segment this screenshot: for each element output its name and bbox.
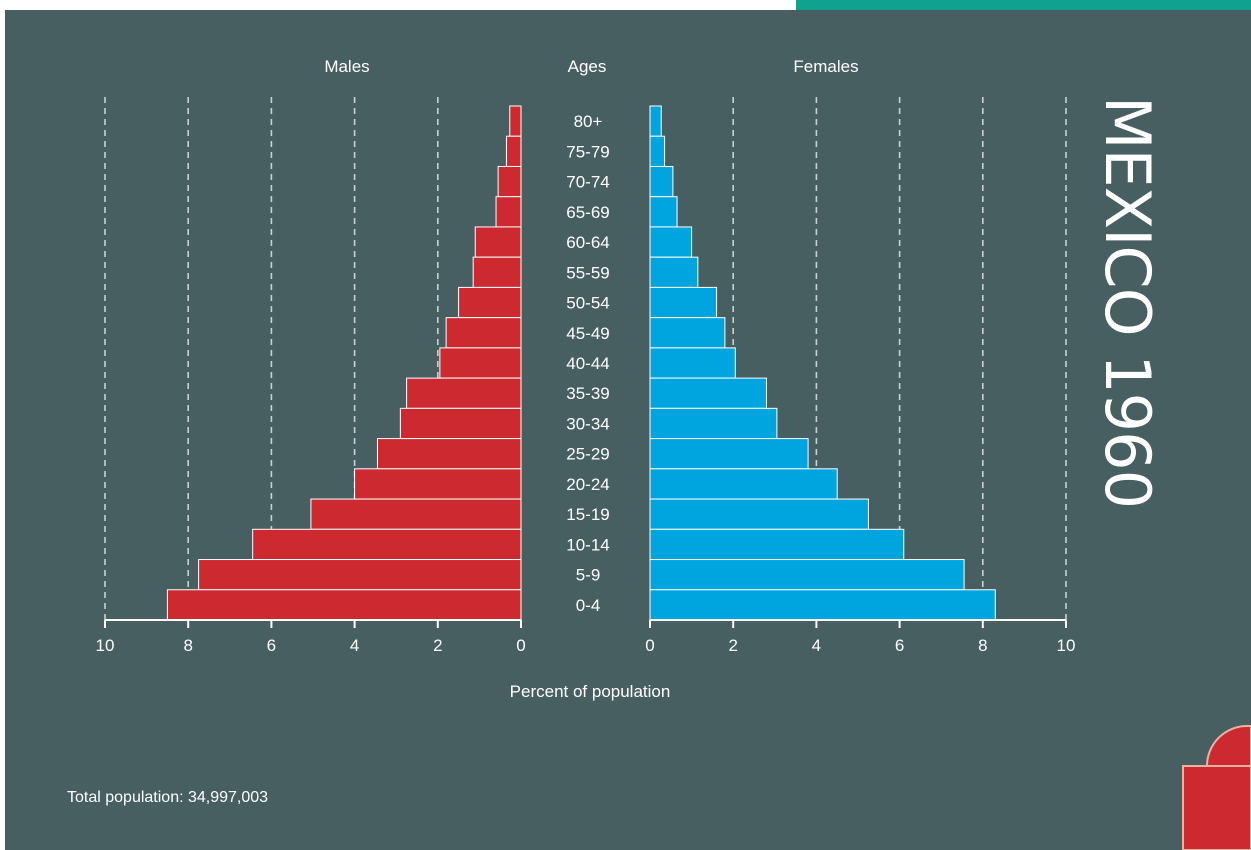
male-bar-75-79 — [505, 135, 522, 167]
age-label-45-49: 45-49 — [566, 324, 609, 343]
male-bar-45-49 — [445, 317, 522, 349]
total-population: Total population: 34,997,003 — [67, 789, 269, 806]
female-bar-5-9 — [649, 559, 965, 591]
female-bar-75-79 — [649, 135, 666, 167]
female-tick-label-2: 2 — [728, 636, 737, 655]
female-tick-label-8: 8 — [978, 636, 987, 655]
male-tick-label-0: 0 — [516, 636, 525, 655]
males-header: Males — [324, 57, 369, 76]
age-label-70-74: 70-74 — [566, 173, 609, 192]
male-bar-60-64 — [474, 226, 522, 258]
female-bar-60-64 — [649, 226, 693, 258]
female-tick-label-6: 6 — [895, 636, 904, 655]
accent-strip — [796, 0, 1251, 10]
decor-shape — [1182, 725, 1251, 850]
x-axis-label: Percent of population — [510, 682, 671, 701]
male-bar-25-29 — [376, 438, 522, 470]
male-bar-10-14 — [252, 528, 522, 561]
age-label-75-79: 75-79 — [566, 142, 609, 161]
male-bar-80+ — [509, 105, 522, 137]
male-bar-15-19 — [310, 498, 522, 530]
female-bar-40-44 — [649, 347, 736, 379]
male-bar-5-9 — [198, 559, 522, 591]
male-bar-35-39 — [406, 377, 522, 409]
female-tick-label-10: 10 — [1057, 636, 1076, 655]
female-bar-30-34 — [649, 407, 778, 440]
female-bar-35-39 — [649, 377, 767, 409]
male-bar-40-44 — [439, 347, 522, 379]
male-bar-30-34 — [399, 407, 522, 440]
male-tick-label-2: 2 — [433, 636, 442, 655]
age-label-10-14: 10-14 — [566, 535, 609, 554]
age-label-0-4: 0-4 — [576, 596, 601, 615]
female-tick-label-4: 4 — [812, 636, 821, 655]
female-bar-80+ — [649, 105, 662, 137]
chart-panel — [5, 10, 1251, 850]
female-bar-65-69 — [649, 196, 678, 228]
ages-header: Ages — [568, 57, 607, 76]
age-label-80+: 80+ — [574, 112, 603, 131]
female-tick-label-0: 0 — [645, 636, 654, 655]
female-bar-70-74 — [649, 165, 674, 198]
age-label-40-44: 40-44 — [566, 354, 609, 373]
female-bar-15-19 — [649, 498, 869, 530]
female-bar-25-29 — [649, 438, 809, 470]
age-label-25-29: 25-29 — [566, 445, 609, 464]
female-bar-20-24 — [649, 468, 838, 500]
age-label-15-19: 15-19 — [566, 505, 609, 524]
female-bar-45-49 — [649, 317, 726, 349]
male-bar-0-4 — [166, 589, 522, 621]
male-bar-50-54 — [458, 286, 522, 319]
female-bar-0-4 — [649, 589, 996, 621]
age-label-5-9: 5-9 — [576, 566, 601, 585]
female-bar-10-14 — [649, 528, 905, 561]
female-bar-50-54 — [649, 286, 718, 319]
male-bar-55-59 — [472, 256, 522, 288]
age-label-55-59: 55-59 — [566, 263, 609, 282]
male-tick-label-4: 4 — [350, 636, 359, 655]
females-header: Females — [793, 57, 858, 76]
age-label-30-34: 30-34 — [566, 414, 609, 433]
male-tick-label-6: 6 — [267, 636, 276, 655]
male-tick-label-8: 8 — [183, 636, 192, 655]
male-bar-20-24 — [354, 468, 522, 500]
age-label-60-64: 60-64 — [566, 233, 609, 252]
male-tick-label-10: 10 — [96, 636, 115, 655]
age-label-35-39: 35-39 — [566, 384, 609, 403]
age-label-50-54: 50-54 — [566, 294, 609, 313]
male-bar-70-74 — [497, 165, 522, 198]
male-bar-65-69 — [495, 196, 522, 228]
female-bar-55-59 — [649, 256, 699, 288]
age-label-20-24: 20-24 — [566, 475, 609, 494]
age-label-65-69: 65-69 — [566, 203, 609, 222]
